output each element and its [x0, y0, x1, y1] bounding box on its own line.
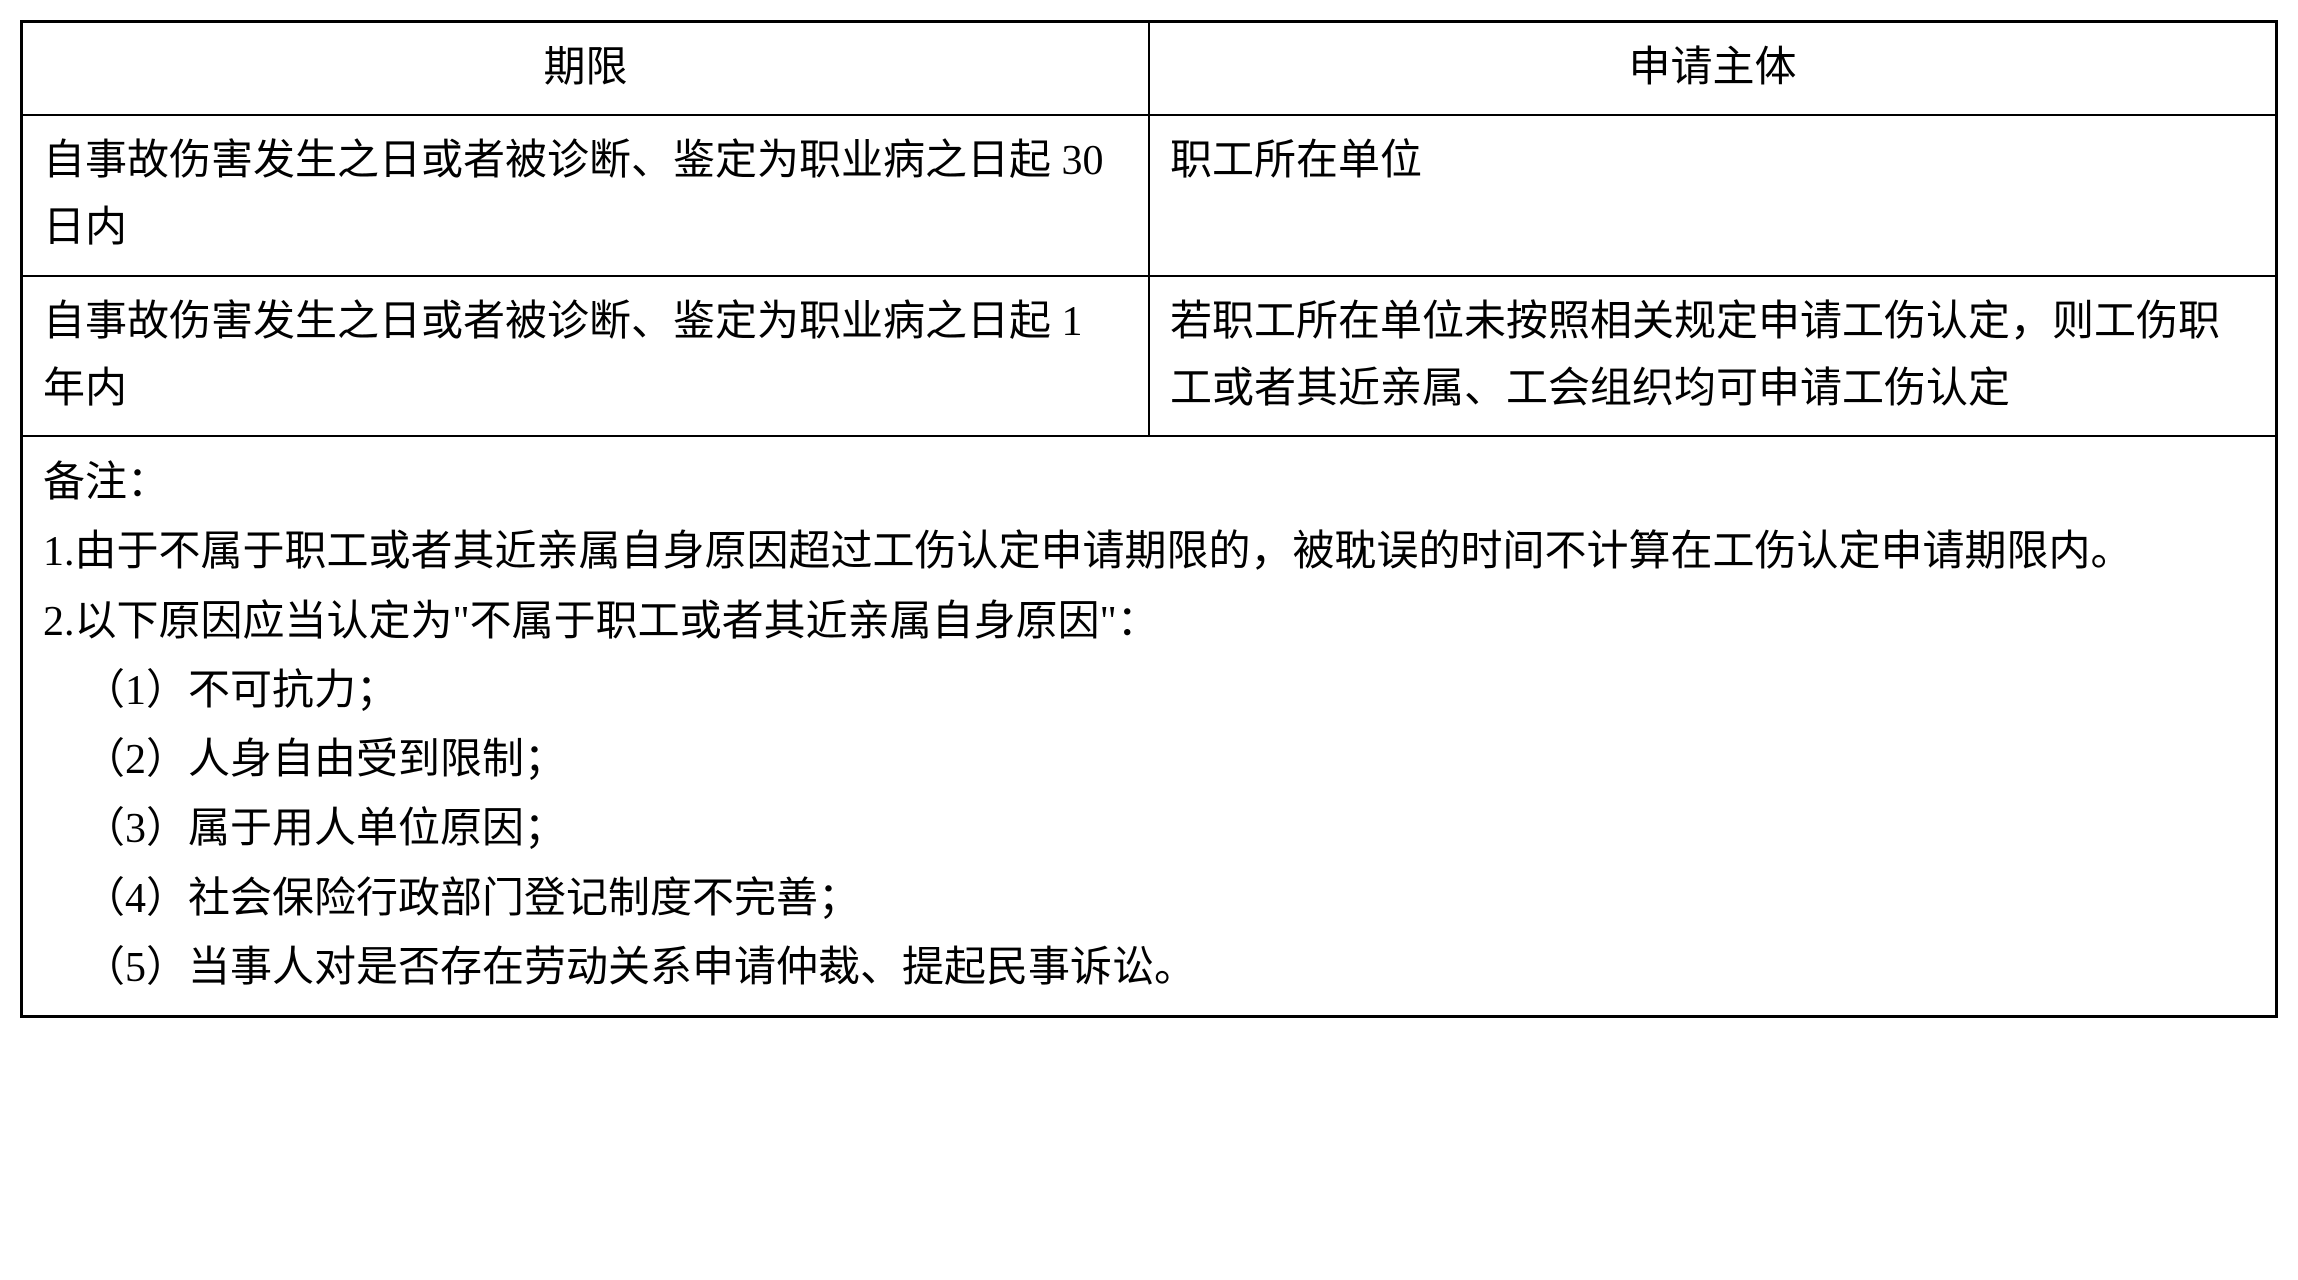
- cell-applicant-1: 职工所在单位: [1149, 115, 2277, 275]
- notes-sub-1: （1）不可抗力；: [43, 657, 2255, 726]
- notes-sub-5: （5）当事人对是否存在劳动关系申请仲裁、提起民事诉讼。: [43, 934, 2255, 1003]
- cell-deadline-1: 自事故伤害发生之日或者被诊断、鉴定为职业病之日起 30 日内: [22, 115, 1150, 275]
- cell-applicant-2: 若职工所在单位未按照相关规定申请工伤认定，则工伤职工或者其近亲属、工会组织均可申…: [1149, 276, 2277, 436]
- header-deadline: 期限: [22, 22, 1150, 116]
- notes-item-1: 1.由于不属于职工或者其近亲属自身原因超过工伤认定申请期限的，被耽误的时间不计算…: [43, 518, 2255, 587]
- notes-sub-3: （3）属于用人单位原因；: [43, 795, 2255, 864]
- table-header-row: 期限 申请主体: [22, 22, 2277, 116]
- table-row: 自事故伤害发生之日或者被诊断、鉴定为职业病之日起 1 年内 若职工所在单位未按照…: [22, 276, 2277, 436]
- notes-title: 备注：: [43, 449, 2255, 518]
- document-table-container: 期限 申请主体 自事故伤害发生之日或者被诊断、鉴定为职业病之日起 30 日内 职…: [20, 20, 2278, 1018]
- cell-deadline-2: 自事故伤害发生之日或者被诊断、鉴定为职业病之日起 1 年内: [22, 276, 1150, 436]
- notes-sub-2: （2）人身自由受到限制；: [43, 726, 2255, 795]
- application-deadline-table: 期限 申请主体 自事故伤害发生之日或者被诊断、鉴定为职业病之日起 30 日内 职…: [20, 20, 2278, 1018]
- notes-sub-4: （4）社会保险行政部门登记制度不完善；: [43, 865, 2255, 934]
- table-notes-row: 备注： 1.由于不属于职工或者其近亲属自身原因超过工伤认定申请期限的，被耽误的时…: [22, 436, 2277, 1017]
- notes-item-2: 2.以下原因应当认定为"不属于职工或者其近亲属自身原因"：: [43, 588, 2255, 657]
- table-row: 自事故伤害发生之日或者被诊断、鉴定为职业病之日起 30 日内 职工所在单位: [22, 115, 2277, 275]
- header-applicant: 申请主体: [1149, 22, 2277, 116]
- notes-cell: 备注： 1.由于不属于职工或者其近亲属自身原因超过工伤认定申请期限的，被耽误的时…: [22, 436, 2277, 1017]
